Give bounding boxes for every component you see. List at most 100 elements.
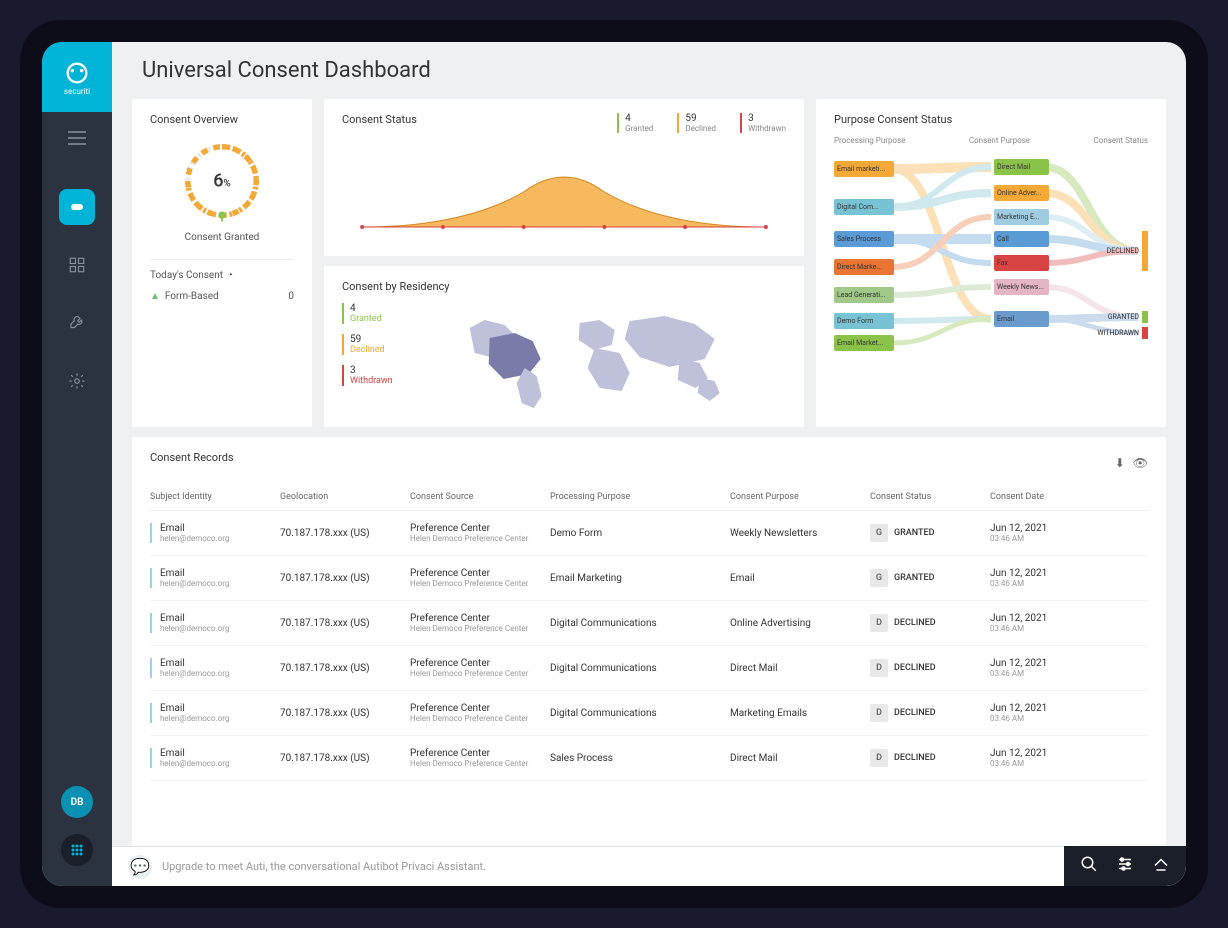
col-header[interactable]: Subject Identity [150,492,280,502]
table-row[interactable]: Emailhelen@democo.org70.187.178.xxx (US)… [150,736,1148,781]
cell-source: Preference CenterHelen Democo Preference… [410,613,550,633]
chat-icon: 💬 [128,855,152,879]
cell-purpose: Direct Mail [730,663,870,674]
status-card: Consent Status 4Granted 59Declined 3With… [324,99,804,256]
cell-status: GGRANTED [870,524,990,542]
table-row[interactable]: Emailhelen@democo.org70.187.178.xxx (US)… [150,556,1148,601]
cell-date: Jun 12, 202103:46 AM [990,568,1110,588]
cell-identity: Emailhelen@democo.org [150,568,280,588]
nav-dashboard-icon[interactable] [59,247,95,283]
page-title: Universal Consent Dashboard [142,58,1156,83]
overview-title: Consent Overview [150,113,294,126]
records-card: Consent Records ⬇ 👁 Subject IdentityGeol… [132,437,1166,878]
sankey-right-node: Weekly News... [994,279,1049,295]
sankey-left-node: Lead Generati... [834,287,894,303]
cell-date: Jun 12, 202103:46 AM [990,703,1110,723]
nav-consent-icon[interactable] [59,189,95,225]
table-row[interactable]: Emailhelen@democo.org70.187.178.xxx (US)… [150,511,1148,556]
table-row[interactable]: Emailhelen@democo.org70.187.178.xxx (US)… [150,691,1148,736]
area-chart [342,152,786,242]
sankey-right-node: Direct Mail [994,159,1049,175]
sankey-end-node: DECLINED [1088,231,1148,271]
triangle-up-icon: ▲ [150,291,160,302]
sankey-end-node: WITHDRAWN [1088,327,1148,339]
cell-date: Jun 12, 202103:46 AM [990,748,1110,768]
sankey-right-node: Call [994,231,1049,247]
sankey-left-node: Demo Form [834,313,894,329]
residency-card: Consent by Residency 4Granted 59Declined… [324,266,804,427]
sankey-left-node: Sales Process [834,231,894,247]
apps-icon[interactable] [61,834,93,866]
cell-processing: Demo Form [550,528,730,539]
sankey-right-node: Email [994,311,1049,327]
rstat-declined: 59Declined [342,334,393,355]
user-avatar[interactable]: DB [61,786,93,818]
cell-date: Jun 12, 202103:46 AM [990,523,1110,543]
gauge-label: Consent Granted [185,232,260,243]
cell-status: DDECLINED [870,749,990,767]
cell-purpose: Email [730,573,870,584]
cell-geo: 70.187.178.xxx (US) [280,708,410,719]
cell-source: Preference CenterHelen Democo Preference… [410,748,550,768]
sankey-right-node: Fax [994,255,1049,271]
cell-purpose: Online Advertising [730,618,870,629]
menu-icon[interactable] [68,130,86,149]
download-icon[interactable]: ⬇ [1115,456,1125,470]
status-title: Consent Status [342,113,417,126]
table-row[interactable]: Emailhelen@democo.org70.187.178.xxx (US)… [150,601,1148,646]
stat-granted: 4Granted [617,113,653,133]
cell-identity: Emailhelen@democo.org [150,658,280,678]
search-icon[interactable] [1080,855,1098,877]
col-header[interactable]: Consent Purpose [730,492,870,502]
brand-text: securiti [64,87,90,96]
table-row[interactable]: Emailhelen@democo.org70.187.178.xxx (US)… [150,646,1148,691]
purpose-card: Purpose Consent Status Processing Purpos… [816,99,1166,427]
sankey-right-node: Online Adver... [994,185,1049,201]
today-title: Today's Consent ◔ [150,270,294,281]
chat-bar[interactable]: 💬 Upgrade to meet Auti, the conversation… [112,846,1186,886]
chat-text: Upgrade to meet Auti, the conversational… [162,860,1170,873]
chat-actions [1064,846,1186,886]
rstat-withdrawn: 3Withdrawn [342,365,393,386]
cell-geo: 70.187.178.xxx (US) [280,618,410,629]
cell-processing: Sales Process [550,753,730,764]
sankey-chart: Email marketi... Digital Com... Sales Proc… [834,151,1148,371]
table-header: Subject IdentityGeolocationConsent Sourc… [150,484,1148,511]
cell-identity: Emailhelen@democo.org [150,613,280,633]
world-map [413,303,786,413]
col-header[interactable]: Consent Date [990,492,1110,502]
sliders-icon[interactable] [1116,855,1134,877]
cell-status: DDECLINED [870,704,990,722]
expand-icon[interactable] [1152,855,1170,877]
cell-purpose: Marketing Emails [730,708,870,719]
col-header[interactable]: Consent Source [410,492,550,502]
overview-card: Consent Overview 6% Co [132,99,312,427]
cell-geo: 70.187.178.xxx (US) [280,753,410,764]
cell-identity: Emailhelen@democo.org [150,523,280,543]
cell-purpose: Weekly Newsletters [730,528,870,539]
sankey-left-node: Email Market... [834,335,894,351]
col-header[interactable]: Geolocation [280,492,410,502]
cell-identity: Emailhelen@democo.org [150,703,280,723]
nav-settings-icon[interactable] [59,363,95,399]
cell-source: Preference CenterHelen Democo Preference… [410,523,550,543]
sidebar: securiti DB [42,42,112,886]
page-header: Universal Consent Dashboard [112,42,1186,91]
today-row: ▲ Form-Based 0 [150,291,294,302]
stat-withdrawn: 3Withdrawn [740,113,786,133]
records-title: Consent Records [150,451,234,464]
cell-identity: Emailhelen@democo.org [150,748,280,768]
cell-source: Preference CenterHelen Democo Preference… [410,703,550,723]
brand-logo[interactable]: securiti [42,42,112,112]
col-header[interactable]: Processing Purpose [550,492,730,502]
sankey-left-node: Email marketi... [834,161,894,177]
nav-tools-icon[interactable] [59,305,95,341]
cell-source: Preference CenterHelen Democo Preference… [410,568,550,588]
cell-processing: Digital Communications [550,618,730,629]
cell-geo: 70.187.178.xxx (US) [280,663,410,674]
sankey-left-node: Digital Com... [834,199,894,215]
cell-date: Jun 12, 202103:46 AM [990,658,1110,678]
cell-date: Jun 12, 202103:46 AM [990,613,1110,633]
visibility-icon[interactable]: 👁 [1133,456,1148,470]
col-header[interactable]: Consent Status [870,492,990,502]
